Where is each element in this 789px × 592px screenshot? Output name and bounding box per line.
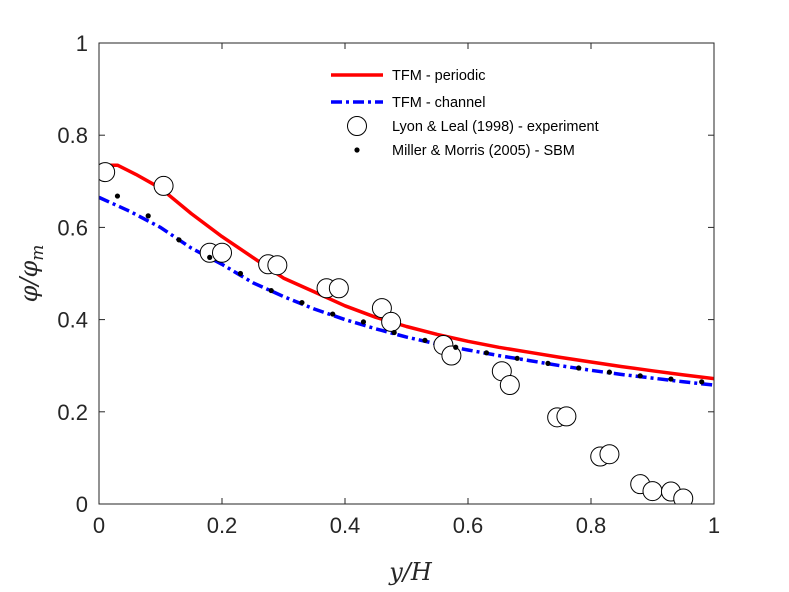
data-point-miller-morris-2005-sbm xyxy=(299,299,305,306)
data-point-lyon-leal-1998-experiment xyxy=(441,345,462,366)
x-tick-label: 0.4 xyxy=(330,513,361,538)
data-point-miller-morris-2005-sbm xyxy=(637,373,643,379)
data-point-miller-morris-2005-sbm xyxy=(545,360,551,366)
legend-swatch-2 xyxy=(347,116,367,136)
data-point-lyon-leal-1998-experiment xyxy=(556,406,577,427)
plot-area xyxy=(99,162,714,504)
data-point-miller-morris-2005-sbm xyxy=(606,369,613,375)
x-tick-label: 0.8 xyxy=(576,513,607,538)
y-tick-label: 0.2 xyxy=(57,400,88,425)
plot-content xyxy=(99,162,714,504)
legend-label: TFM - periodic xyxy=(392,68,485,84)
legend: TFM - periodic TFM - channel Lyon & Leal (… xyxy=(331,68,599,159)
data-point-lyon-leal-1998-experiment xyxy=(381,311,402,332)
legend-label: Miller & Morris (2005) - SBM xyxy=(392,143,575,159)
series-line-tfm-channel xyxy=(99,195,714,387)
y-tick-label: 0.8 xyxy=(57,123,88,148)
axes: 0 0.2 0.4 0.6 0.8 1 0 0.2 0.4 0.6 0.8 1 y/H φ/φm xyxy=(15,31,720,586)
data-point-lyon-leal-1998-experiment xyxy=(499,375,520,396)
data-point-miller-morris-2005-sbm xyxy=(145,213,151,219)
data-point-miller-morris-2005-sbm xyxy=(576,365,582,371)
data-point-miller-morris-2005-sbm xyxy=(699,379,705,385)
series-line-tfm-periodic xyxy=(99,163,714,381)
data-point-miller-morris-2005-sbm xyxy=(330,311,336,317)
x-tick-label: 0 xyxy=(93,513,105,538)
y-axis-title-main: φ/φ xyxy=(15,261,43,303)
legend-swatch-3 xyxy=(354,147,360,153)
y-axis-title-sub: m xyxy=(28,245,48,261)
data-point-lyon-leal-1998-experiment xyxy=(371,298,392,319)
data-point-miller-morris-2005-sbm xyxy=(176,237,182,243)
x-tick-label: 0.6 xyxy=(453,513,484,538)
data-point-miller-morris-2005-sbm xyxy=(114,193,121,199)
x-axis-title: y/H xyxy=(388,558,433,586)
data-point-lyon-leal-1998-experiment xyxy=(642,481,663,502)
x-tick-label: 0.2 xyxy=(207,513,238,538)
y-tick-label: 0 xyxy=(76,492,88,517)
data-point-miller-morris-2005-sbm xyxy=(391,329,397,336)
data-point-lyon-leal-1998-experiment xyxy=(328,278,349,299)
data-point-miller-morris-2005-sbm xyxy=(668,376,674,382)
y-tick-label: 0.4 xyxy=(57,308,88,333)
data-point-miller-morris-2005-sbm xyxy=(483,350,490,356)
data-point-miller-morris-2005-sbm xyxy=(237,270,244,277)
data-point-miller-morris-2005-sbm xyxy=(207,254,213,260)
x-tick-label: 1 xyxy=(708,513,720,538)
data-point-miller-morris-2005-sbm xyxy=(268,287,274,294)
legend-label: Lyon & Leal (1998) - experiment xyxy=(392,119,599,135)
data-point-miller-morris-2005-sbm xyxy=(422,337,428,343)
data-point-lyon-leal-1998-experiment xyxy=(599,444,620,465)
axes-box xyxy=(98,42,715,505)
data-point-lyon-leal-1998-experiment xyxy=(267,255,288,276)
data-point-lyon-leal-1998-experiment xyxy=(673,488,694,504)
data-point-lyon-leal-1998-experiment xyxy=(99,162,116,183)
y-axis-title: φ/φm xyxy=(15,245,48,303)
data-point-lyon-leal-1998-experiment xyxy=(153,175,174,196)
y-tick-label: 1 xyxy=(76,31,88,56)
data-point-miller-morris-2005-sbm xyxy=(360,319,367,325)
legend-label: TFM - channel xyxy=(392,95,485,111)
data-point-lyon-leal-1998-experiment xyxy=(212,242,232,263)
y-tick-label: 0.6 xyxy=(57,215,88,240)
data-point-miller-morris-2005-sbm xyxy=(453,344,459,350)
data-point-miller-morris-2005-sbm xyxy=(514,355,520,361)
